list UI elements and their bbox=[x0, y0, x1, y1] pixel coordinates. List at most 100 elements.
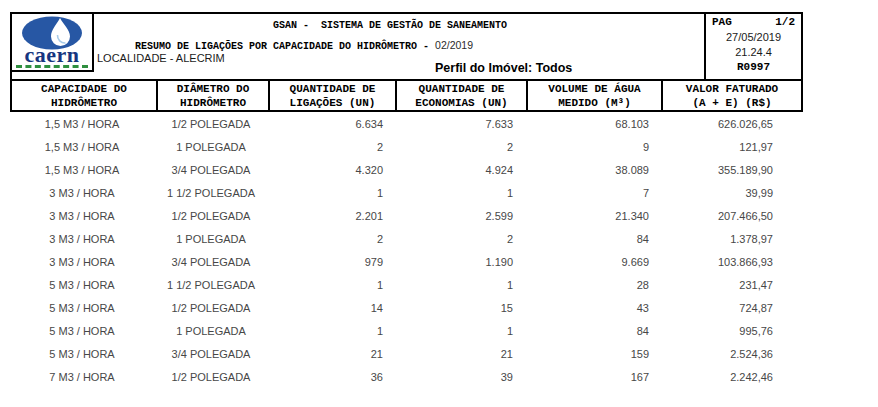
table-cell-capacidade: 3 M3 / HORA bbox=[10, 210, 156, 222]
table-cell-capacidade: 5 M3 / HORA bbox=[10, 348, 156, 360]
table-cell-valor: 103.866,93 bbox=[661, 256, 799, 268]
page-number: 1/2 bbox=[775, 15, 795, 30]
table-cell-valor: 355.189,90 bbox=[661, 164, 799, 176]
report-code: R0997 bbox=[712, 60, 795, 75]
table-cell-economias: 1.190 bbox=[395, 256, 526, 268]
table-cell-volume: 167 bbox=[526, 371, 661, 383]
table-cell-volume: 7 bbox=[526, 187, 661, 199]
table-cell-capacidade: 3 M3 / HORA bbox=[10, 256, 156, 268]
table-cell-capacidade: 3 M3 / HORA bbox=[10, 233, 156, 245]
table-cell-diametro: 1/2 POLEGADA bbox=[156, 118, 268, 130]
table-cell-economias: 2 bbox=[395, 233, 526, 245]
table-cell-capacidade: 5 M3 / HORA bbox=[10, 325, 156, 337]
table-row: 3 M3 / HORA 3/4 POLEGADA 979 1.190 9.669… bbox=[10, 250, 803, 273]
table-row: 5 M3 / HORA 3/4 POLEGADA 21 21 159 2.524… bbox=[10, 342, 803, 365]
logo-tagline-strip bbox=[16, 65, 88, 68]
table-cell-valor: 1.378,97 bbox=[661, 233, 799, 245]
table-cell-economias: 15 bbox=[395, 302, 526, 314]
table-cell-volume: 159 bbox=[526, 348, 661, 360]
table-cell-capacidade: 5 M3 / HORA bbox=[10, 302, 156, 314]
table-cell-volume: 68.103 bbox=[526, 118, 661, 130]
table-cell-economias: 39 bbox=[395, 371, 526, 383]
table-cell-diametro: 3/4 POLEGADA bbox=[156, 348, 268, 360]
table-cell-ligacoes: 1 bbox=[268, 279, 395, 291]
profile-filter-value: Todos bbox=[536, 61, 573, 75]
table-cell-capacidade: 7 M3 / HORA bbox=[10, 371, 156, 383]
table-cell-valor: 2.242,46 bbox=[661, 371, 799, 383]
table-cell-valor: 995,76 bbox=[661, 325, 799, 337]
table-row: 1,5 M3 / HORA 1 POLEGADA 2 2 9 121,97 bbox=[10, 135, 803, 158]
table-cell-economias: 7.633 bbox=[395, 118, 526, 130]
column-header-volume: VOLUME DE ÁGUA MEDIDO (M³) bbox=[528, 81, 663, 110]
report-date: 27/05/2019 bbox=[712, 30, 795, 45]
table-cell-valor: 626.026,65 bbox=[661, 118, 799, 130]
table-cell-diametro: 1 POLEGADA bbox=[156, 233, 268, 245]
table-cell-ligacoes: 2 bbox=[268, 141, 395, 153]
table-cell-ligacoes: 1 bbox=[268, 325, 395, 337]
table-cell-economias: 1 bbox=[395, 279, 526, 291]
table-cell-volume: 84 bbox=[526, 233, 661, 245]
logo-wordmark: caern bbox=[24, 47, 79, 63]
table-row: 5 M3 / HORA 1/2 POLEGADA 14 15 43 724,87 bbox=[10, 296, 803, 319]
table-cell-economias: 1 bbox=[395, 187, 526, 199]
column-header-valor: VALOR FATURADO (A + E) (R$) bbox=[663, 81, 801, 110]
table-cell-volume: 43 bbox=[526, 302, 661, 314]
table-cell-valor: 39,99 bbox=[661, 187, 799, 199]
table-cell-capacidade: 3 M3 / HORA bbox=[10, 187, 156, 199]
table-cell-diametro: 1/2 POLEGADA bbox=[156, 302, 268, 314]
table-cell-diametro: 1 1/2 POLEGADA bbox=[156, 187, 268, 199]
table-cell-ligacoes: 14 bbox=[268, 302, 395, 314]
table-cell-economias: 2 bbox=[395, 141, 526, 153]
report-subtitle: RESUMO DE LIGAÇÕES POR CAPACIDADE DO HID… bbox=[135, 39, 473, 52]
table-cell-volume: 21.340 bbox=[526, 210, 661, 222]
locality-label: LOCALIDADE - ALECRIM bbox=[97, 52, 225, 64]
column-header-capacidade: CAPACIDADE DO HIDRÔMETRO bbox=[12, 81, 158, 110]
table-cell-diametro: 3/4 POLEGADA bbox=[156, 164, 268, 176]
table-cell-volume: 9.669 bbox=[526, 256, 661, 268]
page-indicator: PAG 1/2 bbox=[712, 15, 795, 30]
report-subtitle-text: RESUMO DE LIGAÇÕES POR CAPACIDADE DO HID… bbox=[135, 41, 435, 52]
table-cell-volume: 38.089 bbox=[526, 164, 661, 176]
table-cell-diametro: 1/2 POLEGADA bbox=[156, 371, 268, 383]
table-cell-economias: 21 bbox=[395, 348, 526, 360]
table-cell-diametro: 1/2 POLEGADA bbox=[156, 210, 268, 222]
table-cell-ligacoes: 979 bbox=[268, 256, 395, 268]
table-cell-ligacoes: 1 bbox=[268, 187, 395, 199]
table-row: 3 M3 / HORA 1 POLEGADA 2 2 84 1.378,97 bbox=[10, 227, 803, 250]
table-row: 5 M3 / HORA 1 POLEGADA 1 1 84 995,76 bbox=[10, 319, 803, 342]
column-header-economias: QUANTIDADE DE ECONOMIAS (UN) bbox=[397, 81, 528, 110]
table-cell-valor: 231,47 bbox=[661, 279, 799, 291]
table-cell-volume: 28 bbox=[526, 279, 661, 291]
report-page: caern GSAN - SISTEMA DE GESTÃO DE SANEAM… bbox=[0, 0, 878, 407]
table-cell-ligacoes: 6.634 bbox=[268, 118, 395, 130]
table-cell-economias: 1 bbox=[395, 325, 526, 337]
profile-filter: Perfil do Imóvel: Todos bbox=[435, 61, 572, 75]
pag-label: PAG bbox=[712, 15, 732, 30]
table-cell-valor: 121,97 bbox=[661, 141, 799, 153]
report-title: GSAN - SISTEMA DE GESTÃO DE SANEAMENTO bbox=[273, 20, 507, 31]
table-cell-ligacoes: 2 bbox=[268, 233, 395, 245]
table-cell-ligacoes: 2.201 bbox=[268, 210, 395, 222]
table-row: 7 M3 / HORA 1/2 POLEGADA 36 39 167 2.242… bbox=[10, 365, 803, 388]
table-row: 1,5 M3 / HORA 1/2 POLEGADA 6.634 7.633 6… bbox=[10, 112, 803, 135]
system-version: 21.24.4 bbox=[712, 45, 795, 60]
table-row: 3 M3 / HORA 1/2 POLEGADA 2.201 2.599 21.… bbox=[10, 204, 803, 227]
profile-filter-label: Perfil do Imóvel: bbox=[435, 61, 532, 75]
table-cell-capacidade: 5 M3 / HORA bbox=[10, 279, 156, 291]
table-row: 5 M3 / HORA 1 1/2 POLEGADA 1 1 28 231,47 bbox=[10, 273, 803, 296]
table-cell-capacidade: 1,5 M3 / HORA bbox=[10, 118, 156, 130]
table-cell-volume: 9 bbox=[526, 141, 661, 153]
table-cell-ligacoes: 4.320 bbox=[268, 164, 395, 176]
table-row: 1,5 M3 / HORA 3/4 POLEGADA 4.320 4.924 3… bbox=[10, 158, 803, 181]
report-header-band: caern GSAN - SISTEMA DE GESTÃO DE SANEAM… bbox=[10, 12, 803, 79]
summary-table-header: CAPACIDADE DO HIDRÔMETRO DIÂMETRO DO HID… bbox=[10, 79, 803, 112]
table-cell-ligacoes: 36 bbox=[268, 371, 395, 383]
table-body: 1,5 M3 / HORA 1/2 POLEGADA 6.634 7.633 6… bbox=[10, 112, 803, 388]
table-cell-diametro: 3/4 POLEGADA bbox=[156, 256, 268, 268]
page-info-cell: PAG 1/2 27/05/2019 21.24.4 R0997 bbox=[704, 14, 801, 79]
column-header-ligacoes: QUANTIDADE DE LIGAÇÕES (UN) bbox=[270, 81, 397, 110]
report-period: 02/2019 bbox=[435, 39, 473, 51]
table-row: 3 M3 / HORA 1 1/2 POLEGADA 1 1 7 39,99 bbox=[10, 181, 803, 204]
table-cell-volume: 84 bbox=[526, 325, 661, 337]
table-cell-valor: 2.524,36 bbox=[661, 348, 799, 360]
